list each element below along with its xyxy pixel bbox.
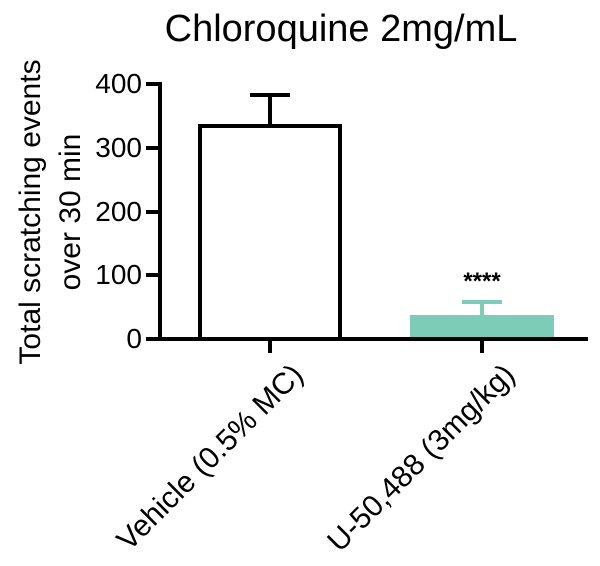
y-tick-mark-300 xyxy=(146,145,158,150)
chart-title: Chloroquine 2mg/mL xyxy=(164,8,518,50)
error-bar-line-u-50-488-3mg-kg xyxy=(480,303,484,325)
y-axis-line xyxy=(158,82,162,341)
y-tick-label-100: 100 xyxy=(95,259,142,291)
y-tick-label-400: 400 xyxy=(95,68,142,99)
error-bar-cap-u-50-488-3mg-kg xyxy=(462,299,502,304)
y-tick-mark-200 xyxy=(146,209,158,214)
error-bar-cap-vehicle-0-5-mc xyxy=(250,93,290,98)
y-tick-mark-400 xyxy=(146,82,158,86)
x-tick-mark-u-50-488-3mg-kg xyxy=(480,341,484,353)
x-tick-mark-vehicle-0-5-mc xyxy=(268,341,272,353)
error-bar-line-vehicle-0-5-mc xyxy=(268,97,272,134)
x-axis-line xyxy=(158,337,588,341)
significance-stars: **** xyxy=(463,267,501,295)
y-tick-label-200: 200 xyxy=(95,195,142,227)
y-tick-mark-100 xyxy=(146,273,158,278)
bar-vehicle-0-5-mc xyxy=(198,123,342,341)
y-tick-mark-0 xyxy=(146,337,158,341)
y-tick-label-300: 300 xyxy=(95,131,142,163)
y-tick-label-0: 0 xyxy=(126,323,142,354)
